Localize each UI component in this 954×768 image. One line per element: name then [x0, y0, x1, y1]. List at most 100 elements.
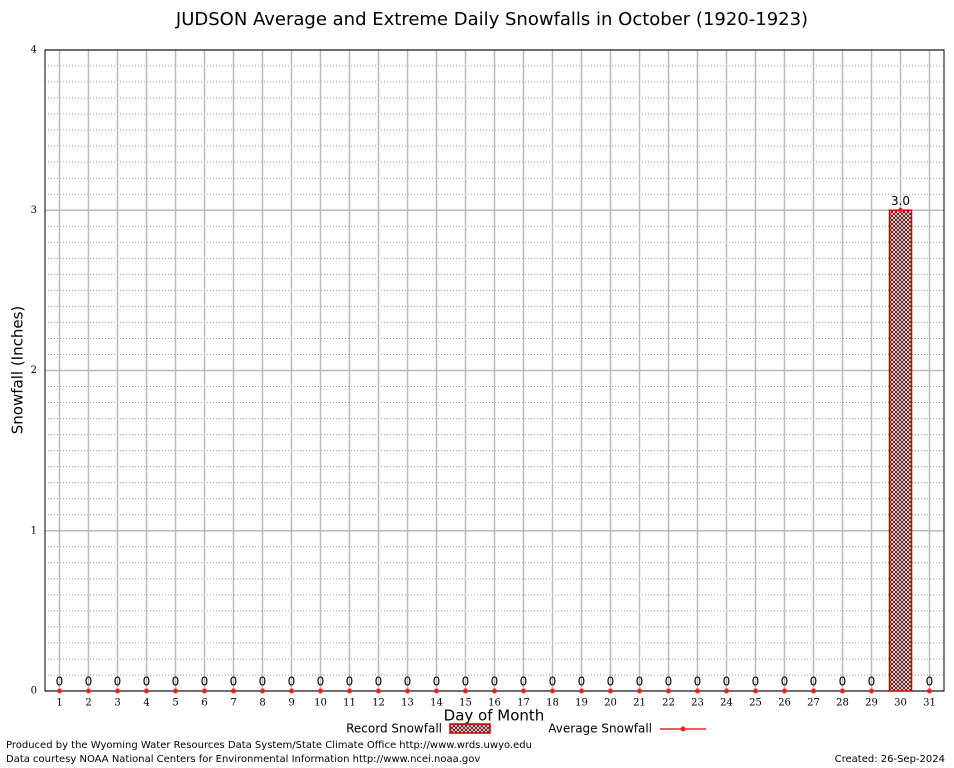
- legend-swatch: [449, 723, 491, 734]
- line-point: [463, 688, 468, 694]
- x-tick-label: 3: [114, 698, 120, 709]
- x-tick-label: 13: [401, 698, 414, 709]
- line-point: [724, 688, 729, 694]
- x-tick-label: 17: [517, 698, 530, 709]
- x-tick-label: 1: [56, 698, 62, 709]
- line-point: [840, 688, 845, 694]
- legend-swatch: [680, 726, 686, 732]
- y-tick-label: 1: [31, 525, 37, 536]
- x-tick-label: 7: [230, 698, 236, 709]
- line-point: [57, 688, 62, 694]
- x-tick-label: 16: [488, 698, 501, 709]
- x-tick-label: 10: [314, 698, 327, 709]
- line-point: [782, 688, 787, 694]
- line-point: [347, 688, 352, 694]
- line-point: [753, 688, 758, 694]
- x-tick-label: 30: [894, 698, 907, 709]
- line-point: [898, 207, 903, 213]
- data-label: 0: [549, 675, 557, 689]
- data-label: 0: [868, 675, 876, 689]
- x-tick-label: 23: [691, 698, 704, 709]
- data-label: 0: [810, 675, 818, 689]
- y-tick-label: 2: [31, 365, 37, 376]
- data-label: 0: [665, 675, 673, 689]
- line-point: [521, 688, 526, 694]
- data-label: 0: [404, 675, 412, 689]
- x-tick-label: 26: [778, 698, 791, 709]
- line-point: [492, 688, 497, 694]
- data-label: 0: [752, 675, 760, 689]
- chart-title: JUDSON Average and Extreme Daily Snowfal…: [175, 9, 808, 30]
- data-label: 0: [520, 675, 528, 689]
- data-label: 0: [172, 675, 180, 689]
- data-label: 0: [114, 675, 122, 689]
- data-label: 0: [723, 675, 731, 689]
- line-point: [666, 688, 671, 694]
- x-tick-label: 11: [343, 698, 356, 709]
- y-tick-label: 3: [31, 205, 37, 216]
- x-tick-label: 24: [720, 698, 733, 709]
- x-tick-label: 18: [546, 698, 559, 709]
- line-point: [260, 688, 265, 694]
- line-point: [811, 688, 816, 694]
- line-point: [608, 688, 613, 694]
- data-label: 0: [346, 675, 354, 689]
- x-tick-label: 21: [633, 698, 646, 709]
- x-tick-label: 14: [430, 698, 443, 709]
- x-tick-label: 27: [807, 698, 820, 709]
- data-label: 0: [143, 675, 151, 689]
- legend-label: Record Snowfall: [346, 722, 442, 736]
- line-point: [869, 688, 874, 694]
- line-point: [115, 688, 120, 694]
- line-point: [550, 688, 555, 694]
- data-label: 0: [56, 675, 64, 689]
- data-label: 0: [491, 675, 499, 689]
- data-label: 0: [375, 675, 383, 689]
- line-point: [376, 688, 381, 694]
- x-tick-label: 9: [288, 698, 294, 709]
- x-tick-label: 15: [459, 698, 472, 709]
- data-label: 3.0: [891, 194, 910, 208]
- line-point: [231, 688, 236, 694]
- y-axis-label: Snowfall (Inches): [9, 306, 27, 434]
- x-tick-label: 8: [259, 698, 265, 709]
- line-point: [318, 688, 323, 694]
- line-point: [173, 688, 178, 694]
- bar: [888, 209, 913, 692]
- x-tick-label: 25: [749, 698, 762, 709]
- data-label: 0: [85, 675, 93, 689]
- x-tick-label: 31: [923, 698, 936, 709]
- footer-credit: Produced by the Wyoming Water Resources …: [6, 740, 532, 751]
- x-tick-label: 29: [865, 698, 878, 709]
- line-point: [86, 688, 91, 694]
- x-tick-label: 22: [662, 698, 675, 709]
- data-label: 0: [230, 675, 238, 689]
- x-tick-label: 28: [836, 698, 849, 709]
- line-point: [579, 688, 584, 694]
- legend-label: Average Snowfall: [548, 722, 652, 736]
- data-label: 0: [259, 675, 267, 689]
- data-label: 0: [317, 675, 325, 689]
- data-label: 0: [433, 675, 441, 689]
- x-tick-label: 2: [85, 698, 91, 709]
- x-tick-label: 19: [575, 698, 588, 709]
- x-tick-label: 12: [372, 698, 385, 709]
- data-label: 0: [607, 675, 615, 689]
- data-label: 0: [694, 675, 702, 689]
- data-label: 0: [201, 675, 209, 689]
- line-point: [927, 688, 932, 694]
- line-point: [144, 688, 149, 694]
- footer-created: Created: 26-Sep-2024: [835, 754, 945, 765]
- x-axis-label: Day of Month: [444, 707, 545, 725]
- line-point: [637, 688, 642, 694]
- line-point: [289, 688, 294, 694]
- data-label: 0: [578, 675, 586, 689]
- x-tick-label: 6: [201, 698, 207, 709]
- footer-credit: Data courtesy NOAA National Centers for …: [6, 754, 480, 765]
- data-label: 0: [781, 675, 789, 689]
- line-point: [405, 688, 410, 694]
- data-label: 0: [636, 675, 644, 689]
